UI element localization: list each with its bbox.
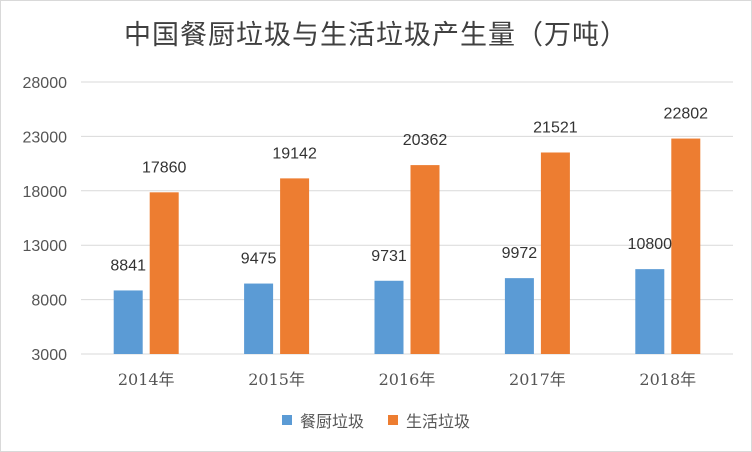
- chart-title: 中国餐厨垃圾与生活垃圾产生量（万吨）: [124, 20, 628, 51]
- y-tick-label-0: 3000: [31, 347, 67, 364]
- legend-item-series-0: 餐厨垃圾: [281, 408, 364, 432]
- bar-series-1-3: [540, 152, 570, 354]
- gridlines: [81, 81, 733, 355]
- bar-series-1-0: [149, 192, 179, 354]
- bars: [113, 138, 701, 354]
- x-tick-label-0: 2014年: [118, 370, 175, 389]
- y-tick-label-5: 28000: [23, 75, 68, 92]
- data-label-series-0-2: 9731: [371, 248, 407, 265]
- x-tick-label-3: 2017年: [509, 370, 566, 389]
- bar-series-1-1: [280, 178, 310, 354]
- legend: 餐厨垃圾 生活垃圾: [1, 408, 751, 432]
- y-tick-label-3: 18000: [23, 184, 68, 201]
- data-label-series-0-1: 9475: [241, 251, 277, 268]
- legend-swatch-series-0: [281, 415, 292, 425]
- bar-series-1-4: [671, 138, 701, 354]
- x-axis-labels: 2014年 2015年 2016年 2017年 2018年: [118, 370, 696, 389]
- y-tick-label-4: 23000: [23, 129, 68, 146]
- x-tick-label-4: 2018年: [639, 370, 696, 389]
- x-tick-label-1: 2015年: [248, 370, 305, 389]
- data-label-series-0-3: 9972: [502, 245, 538, 262]
- bar-series-0-3: [504, 278, 534, 354]
- data-label-series-1-2: 20362: [403, 132, 448, 149]
- y-tick-label-1: 8000: [31, 293, 67, 310]
- bar-series-0-1: [244, 283, 274, 354]
- data-label-series-1-1: 19142: [272, 145, 317, 162]
- legend-label-series-1: 生活垃圾: [406, 412, 471, 431]
- data-label-series-0-4: 10800: [628, 236, 673, 253]
- bar-series-0-4: [635, 269, 665, 354]
- y-axis-labels: 3000 8000 13000 18000 23000 28000: [23, 75, 68, 364]
- legend-item-series-1: 生活垃圾: [388, 408, 470, 432]
- y-tick-label-2: 13000: [23, 238, 68, 255]
- bar-series-1-2: [410, 165, 440, 354]
- data-label-series-1-4: 22802: [664, 106, 709, 123]
- data-label-series-1-0: 17860: [142, 159, 187, 176]
- bar-series-0-0: [113, 290, 143, 354]
- legend-swatch-series-1: [388, 415, 398, 425]
- legend-label-series-0: 餐厨垃圾: [299, 412, 364, 431]
- data-label-series-1-3: 21521: [533, 119, 578, 136]
- data-labels: 8841 17860 9475 19142 9731 20362 9972 21521 1080…: [110, 106, 708, 275]
- bar-series-0-2: [374, 280, 404, 354]
- data-label-series-0-0: 8841: [110, 257, 146, 274]
- x-tick-label-2: 2016年: [379, 370, 436, 389]
